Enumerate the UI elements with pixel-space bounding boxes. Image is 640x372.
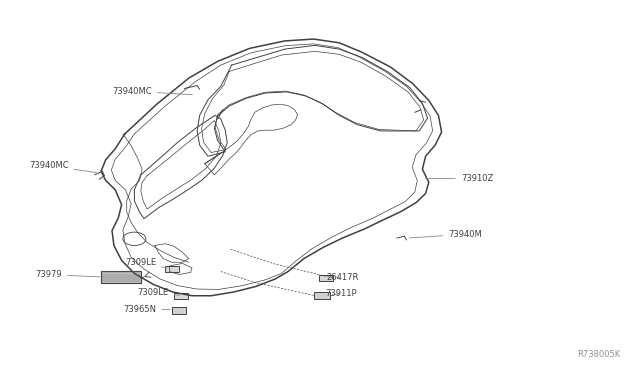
- FancyBboxPatch shape: [319, 275, 333, 281]
- FancyBboxPatch shape: [101, 271, 141, 283]
- Text: R738005K: R738005K: [577, 350, 621, 359]
- Text: 73911P: 73911P: [326, 289, 357, 298]
- Text: 73965N: 73965N: [124, 305, 170, 314]
- Text: 26417R: 26417R: [326, 273, 358, 282]
- FancyBboxPatch shape: [165, 266, 179, 272]
- Text: 73940M: 73940M: [409, 230, 482, 239]
- FancyBboxPatch shape: [174, 293, 188, 299]
- Text: 73940MC: 73940MC: [112, 87, 193, 96]
- FancyBboxPatch shape: [314, 292, 330, 299]
- Text: 73979: 73979: [35, 270, 103, 279]
- Text: 73940MC: 73940MC: [29, 161, 97, 173]
- Text: 7309LE: 7309LE: [125, 258, 167, 268]
- FancyBboxPatch shape: [172, 307, 186, 314]
- Text: 7309LE: 7309LE: [138, 288, 180, 296]
- Text: 73910Z: 73910Z: [425, 174, 493, 183]
